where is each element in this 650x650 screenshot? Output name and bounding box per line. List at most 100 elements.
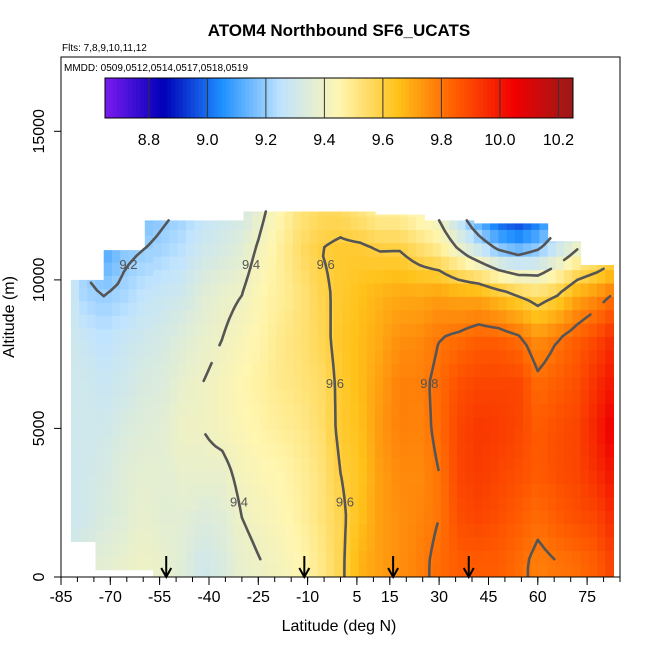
heatmap-cell bbox=[292, 496, 302, 511]
heatmap-cell bbox=[243, 536, 253, 551]
heatmap-cell bbox=[169, 389, 179, 404]
heatmap-cell bbox=[243, 242, 253, 257]
heatmap-cell bbox=[457, 456, 466, 471]
heatmap-cell bbox=[523, 269, 532, 284]
heatmap-cell bbox=[523, 296, 532, 311]
heatmap-cell bbox=[227, 403, 236, 418]
heatmap-cell bbox=[70, 461, 80, 476]
heatmap-cell bbox=[144, 262, 154, 276]
heatmap-cell bbox=[227, 256, 236, 271]
heatmap-cell bbox=[407, 496, 417, 511]
heatmap-cell bbox=[120, 476, 129, 490]
heatmap-cell bbox=[259, 269, 269, 284]
heatmap-cell bbox=[350, 496, 360, 511]
heatmap-cell bbox=[70, 407, 80, 422]
heatmap-cell bbox=[301, 211, 310, 217]
heatmap-cell bbox=[432, 296, 442, 311]
heatmap-cell bbox=[597, 429, 606, 444]
heatmap-cell bbox=[490, 242, 499, 257]
x-tick-label: 75 bbox=[578, 589, 596, 606]
heatmap-cell bbox=[202, 483, 212, 498]
colorbar-segment bbox=[210, 78, 215, 118]
heatmap-cell bbox=[177, 349, 187, 364]
heatmap-cell bbox=[301, 496, 310, 511]
heatmap-cell bbox=[103, 262, 113, 276]
heatmap-cell bbox=[473, 443, 483, 458]
heatmap-cell bbox=[309, 282, 319, 297]
heatmap-cell bbox=[333, 349, 343, 364]
heatmap-cell bbox=[276, 376, 286, 391]
heatmap-cell bbox=[350, 550, 360, 565]
y-tick-label: 10000 bbox=[31, 258, 48, 303]
heatmap-cell bbox=[218, 470, 228, 484]
colorbar-segment bbox=[417, 78, 422, 118]
heatmap-cell bbox=[531, 336, 540, 351]
heatmap-cell bbox=[564, 269, 573, 284]
heatmap-cell bbox=[597, 536, 606, 551]
heatmap-cell bbox=[514, 429, 524, 444]
heatmap-cell bbox=[251, 563, 261, 577]
heatmap-cell bbox=[498, 389, 508, 404]
heatmap-cell bbox=[449, 536, 458, 551]
heatmap-cell bbox=[194, 403, 203, 418]
heatmap-cell bbox=[95, 462, 105, 477]
heatmap-cell bbox=[259, 349, 269, 364]
heatmap-cell bbox=[292, 389, 302, 404]
heatmap-cell bbox=[391, 242, 401, 257]
colorbar bbox=[104, 77, 574, 119]
heatmap-cell bbox=[605, 550, 614, 565]
heatmap-cell bbox=[490, 403, 499, 418]
heatmap-cell bbox=[375, 443, 384, 458]
colorbar-segment bbox=[405, 78, 410, 118]
heatmap-cell bbox=[284, 296, 294, 311]
heatmap-cell bbox=[555, 483, 565, 498]
heatmap-cell bbox=[309, 510, 319, 525]
heatmap-cell bbox=[235, 336, 245, 351]
colorbar-segment bbox=[424, 78, 430, 118]
colorbar-segment bbox=[553, 78, 558, 118]
heatmap-cell bbox=[227, 536, 236, 551]
heatmap-cell bbox=[440, 496, 450, 511]
heatmap-cell bbox=[580, 363, 590, 378]
heatmap-cell bbox=[317, 496, 327, 511]
heatmap-cell bbox=[481, 223, 491, 230]
heatmap-cell bbox=[597, 376, 606, 391]
heatmap-cell bbox=[186, 349, 195, 364]
heatmap-cell bbox=[514, 229, 524, 244]
heatmap-cell bbox=[259, 403, 269, 418]
heatmap-cell bbox=[342, 282, 351, 297]
heatmap-cell bbox=[301, 269, 310, 284]
heatmap-cell bbox=[580, 265, 590, 271]
heatmap-cell bbox=[572, 256, 582, 271]
heatmap-cell bbox=[251, 269, 261, 284]
heatmap-cell bbox=[251, 510, 261, 525]
heatmap-cell bbox=[284, 256, 294, 271]
heatmap-cell bbox=[416, 296, 425, 311]
heatmap-cell bbox=[391, 336, 401, 351]
heatmap-cell bbox=[539, 483, 549, 498]
heatmap-cell bbox=[161, 229, 171, 244]
heatmap-cell bbox=[309, 376, 319, 391]
heatmap-cell bbox=[112, 302, 121, 317]
heatmap-cell bbox=[383, 403, 392, 418]
heatmap-cell bbox=[539, 550, 549, 565]
heatmap-cell bbox=[243, 496, 253, 511]
heatmap-cell bbox=[333, 470, 343, 484]
heatmap-cell bbox=[325, 456, 335, 471]
colorbar-segment bbox=[362, 78, 367, 118]
heatmap-cell bbox=[358, 256, 368, 271]
heatmap-cell bbox=[210, 403, 220, 418]
heatmap-cell bbox=[564, 550, 573, 565]
heatmap-cell bbox=[432, 269, 442, 284]
colorbar-segment bbox=[346, 78, 352, 118]
heatmap-cell bbox=[366, 456, 376, 471]
heatmap-cell bbox=[128, 409, 138, 424]
heatmap-cell bbox=[161, 456, 171, 471]
heatmap-cell bbox=[333, 322, 343, 337]
heatmap-cell bbox=[317, 510, 327, 525]
heatmap-cell bbox=[284, 536, 294, 551]
heatmap-cell bbox=[449, 563, 458, 577]
heatmap-cell bbox=[564, 443, 573, 458]
heatmap-cell bbox=[218, 242, 228, 257]
heatmap-cell bbox=[301, 536, 310, 551]
